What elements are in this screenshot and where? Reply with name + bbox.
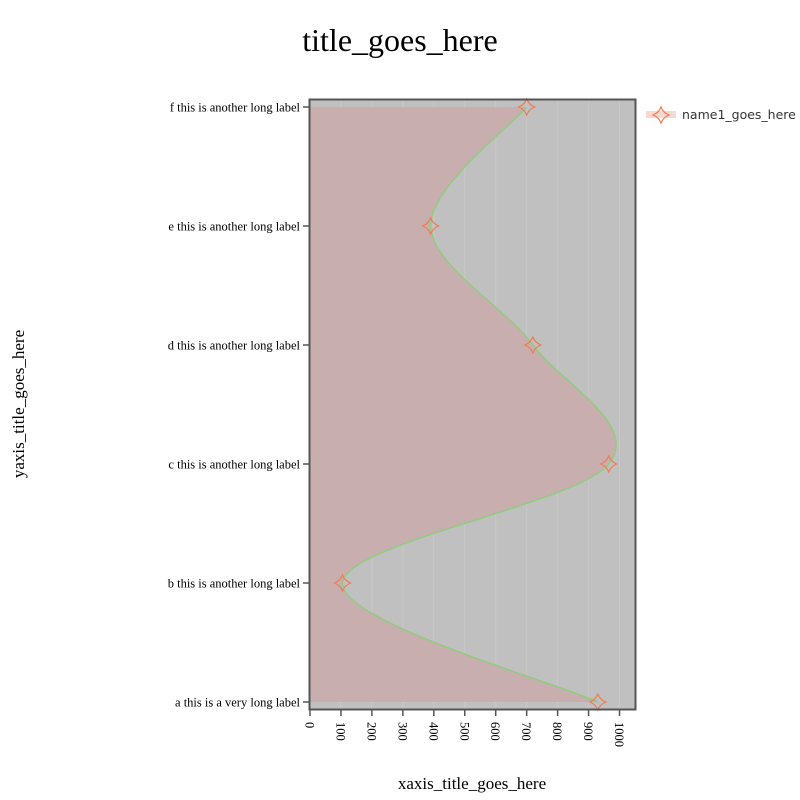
y-tick-label: f this is another long label xyxy=(170,101,301,115)
y-axis: a this is a very long label b this is ano… xyxy=(168,101,309,710)
x-tick-label: 700 xyxy=(519,722,533,741)
legend: name1_goes_here xyxy=(646,105,796,125)
area-fill xyxy=(310,107,617,702)
y-tick-label: e this is another long label xyxy=(168,220,300,234)
data-point xyxy=(517,97,537,117)
y-tick-label: b this is another long label xyxy=(168,577,301,591)
x-tick-label: 600 xyxy=(488,722,502,741)
legend-marker xyxy=(651,105,671,125)
x-tick-label: 900 xyxy=(581,722,595,741)
x-tick-label: 800 xyxy=(550,722,564,741)
legend-swatch xyxy=(646,111,676,118)
data-point xyxy=(332,573,353,593)
x-axis-title: xaxis_title_goes_here xyxy=(398,774,546,793)
y-tick-label: d this is another long label xyxy=(168,339,301,353)
plot-frame xyxy=(308,98,637,711)
x-tick-label: 200 xyxy=(364,722,378,741)
y-tick-label: c this is another long label xyxy=(168,458,300,472)
x-tick-label: 300 xyxy=(395,722,409,741)
data-point xyxy=(523,335,543,355)
x-tick-label: 400 xyxy=(426,722,440,741)
x-tick-label: 1000 xyxy=(612,722,626,747)
x-tick-label: 100 xyxy=(333,722,347,741)
x-axis: 0 100 200 300 400 500 600 700 800 900 1000 xyxy=(303,710,626,747)
series-line xyxy=(341,106,617,703)
x-tick-label: 500 xyxy=(457,722,471,741)
data-point xyxy=(421,216,441,236)
chart-title: title_goes_here xyxy=(302,22,497,58)
y-tick-label: a this is a very long label xyxy=(175,696,300,710)
y-axis-title: yaxis_title_goes_here xyxy=(9,330,28,478)
x-tick-label: 0 xyxy=(303,722,317,728)
data-point xyxy=(599,454,619,474)
legend-label: name1_goes_here xyxy=(682,107,796,122)
